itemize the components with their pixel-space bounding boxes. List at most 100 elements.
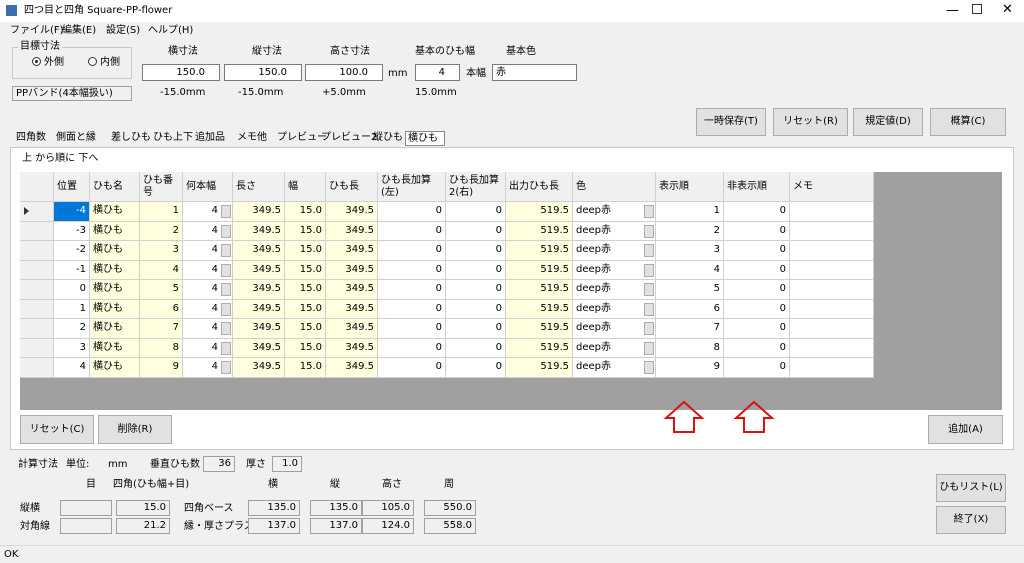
table-cell[interactable]: 4 <box>183 260 233 280</box>
dropdown-button[interactable] <box>644 205 654 218</box>
table-cell[interactable]: 519.5 <box>506 299 573 319</box>
table-cell[interactable]: 横ひも <box>90 299 140 319</box>
table-cell[interactable]: deep赤 <box>573 221 656 241</box>
table-cell[interactable]: 349.5 <box>233 260 285 280</box>
table-cell[interactable]: 7 <box>656 319 724 339</box>
table-cell[interactable]: 0 <box>446 221 506 241</box>
table-cell[interactable]: 0 <box>378 358 446 378</box>
button[interactable]: リセット(C) <box>20 415 94 444</box>
table-cell[interactable]: 5 <box>656 280 724 300</box>
table-cell[interactable]: -2 <box>54 241 90 261</box>
dropdown-button[interactable] <box>644 341 654 355</box>
table-cell[interactable]: 6 <box>140 299 183 319</box>
dropdown-button[interactable] <box>221 283 231 296</box>
table-cell[interactable]: 519.5 <box>506 319 573 339</box>
minimize[interactable]: — <box>946 3 959 18</box>
row-header[interactable] <box>20 260 54 280</box>
table-cell[interactable]: 4 <box>183 299 233 319</box>
table-cell[interactable]: 349.5 <box>326 202 378 222</box>
field-input[interactable]: 100.0 <box>305 64 383 81</box>
table-cell[interactable]: 349.5 <box>233 221 285 241</box>
table-cell[interactable]: 15.0 <box>285 280 326 300</box>
table-cell[interactable]: 349.5 <box>326 260 378 280</box>
row-header[interactable] <box>20 241 54 261</box>
dropdown-button[interactable] <box>644 263 654 277</box>
table-cell[interactable]: 8 <box>656 338 724 358</box>
table-cell[interactable]: 8 <box>140 338 183 358</box>
table-cell[interactable]: 0 <box>378 241 446 261</box>
table-cell[interactable]: -1 <box>54 260 90 280</box>
table-cell[interactable] <box>790 280 874 300</box>
table-cell[interactable]: 1 <box>140 202 183 222</box>
table-cell[interactable]: 0 <box>724 202 790 222</box>
table-cell[interactable]: 349.5 <box>233 280 285 300</box>
table-cell[interactable]: 6 <box>656 299 724 319</box>
table-cell[interactable]: 519.5 <box>506 338 573 358</box>
tab[interactable]: 側面と縁 <box>56 132 96 143</box>
dropdown-button[interactable] <box>221 224 231 238</box>
table-cell[interactable]: 15.0 <box>285 241 326 261</box>
table-cell[interactable]: 349.5 <box>326 299 378 319</box>
table-cell[interactable]: 7 <box>140 319 183 339</box>
table-cell[interactable]: 519.5 <box>506 221 573 241</box>
table-cell[interactable]: 519.5 <box>506 241 573 261</box>
tab[interactable]: 縦ひも <box>373 132 403 143</box>
table-cell[interactable]: 349.5 <box>326 221 378 241</box>
button[interactable]: 追加(A) <box>928 415 1003 444</box>
table-cell[interactable]: 4 <box>183 221 233 241</box>
table-cell[interactable] <box>790 299 874 319</box>
table-cell[interactable]: 0 <box>378 338 446 358</box>
table-cell[interactable]: -3 <box>54 221 90 241</box>
button[interactable]: 終了(X) <box>936 506 1006 534</box>
table-cell[interactable] <box>790 358 874 378</box>
table-cell[interactable] <box>790 202 874 222</box>
row-header[interactable] <box>20 358 54 378</box>
table-cell[interactable]: 349.5 <box>326 280 378 300</box>
dropdown-button[interactable] <box>221 302 231 316</box>
table-cell[interactable]: 0 <box>446 299 506 319</box>
field-input[interactable]: 4 <box>415 64 460 81</box>
table-cell[interactable]: 349.5 <box>233 299 285 319</box>
table-cell[interactable]: 0 <box>54 280 90 300</box>
field-input[interactable]: 150.0 <box>224 64 302 81</box>
table-cell[interactable] <box>790 319 874 339</box>
table-cell[interactable]: 0 <box>446 202 506 222</box>
close[interactable]: ✕ <box>1002 2 1013 17</box>
table-cell[interactable]: 0 <box>446 280 506 300</box>
menu-item[interactable]: ファイル(F) <box>10 25 64 36</box>
tab[interactable]: メモ他 <box>237 132 267 143</box>
table-cell[interactable]: 0 <box>378 202 446 222</box>
table-cell[interactable]: 2 <box>54 319 90 339</box>
table-cell[interactable] <box>790 260 874 280</box>
table-cell[interactable] <box>790 241 874 261</box>
table-cell[interactable]: deep赤 <box>573 241 656 261</box>
table-cell[interactable]: 0 <box>378 260 446 280</box>
table-cell[interactable]: deep赤 <box>573 299 656 319</box>
dropdown-button[interactable] <box>221 263 231 277</box>
table-cell[interactable]: 0 <box>724 338 790 358</box>
row-header[interactable] <box>20 280 54 300</box>
row-header[interactable] <box>20 338 54 358</box>
table-cell[interactable]: 4 <box>656 260 724 280</box>
dropdown-button[interactable] <box>644 283 654 296</box>
table-cell[interactable]: 横ひも <box>90 280 140 300</box>
dropdown-button[interactable] <box>221 322 231 335</box>
table-cell[interactable]: 15.0 <box>285 319 326 339</box>
dropdown-button[interactable] <box>221 205 231 218</box>
radio-outer[interactable]: 外側 <box>44 57 64 68</box>
table-cell[interactable]: 0 <box>724 260 790 280</box>
table-cell[interactable]: 3 <box>140 241 183 261</box>
table-cell[interactable]: 0 <box>724 221 790 241</box>
table-cell[interactable]: 横ひも <box>90 358 140 378</box>
table-cell[interactable]: 4 <box>183 241 233 261</box>
table-cell[interactable] <box>790 338 874 358</box>
row-header[interactable] <box>20 299 54 319</box>
table-cell[interactable]: 0 <box>724 299 790 319</box>
table-cell[interactable]: deep赤 <box>573 358 656 378</box>
table-cell[interactable]: 9 <box>656 358 724 378</box>
table-cell[interactable]: -4 <box>54 202 90 222</box>
table-cell[interactable]: 4 <box>183 358 233 378</box>
table-cell[interactable]: 349.5 <box>233 358 285 378</box>
table-cell[interactable]: 519.5 <box>506 202 573 222</box>
tab[interactable]: 横ひも <box>405 131 445 146</box>
